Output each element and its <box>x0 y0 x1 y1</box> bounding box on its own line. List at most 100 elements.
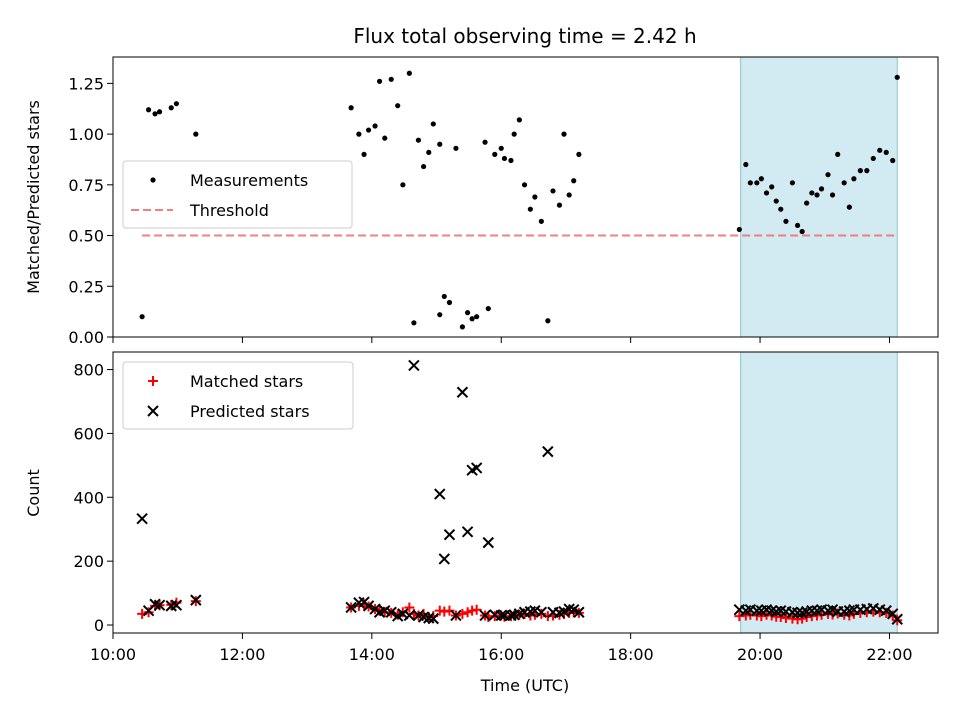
predicted-star-point <box>461 526 474 538</box>
predicted-star-point <box>427 612 440 625</box>
measurement-point <box>400 182 406 188</box>
measurement-point <box>193 131 199 137</box>
measurement-point <box>516 117 522 123</box>
measurement-point <box>894 74 900 80</box>
measurement-point <box>426 149 432 155</box>
measurement-point <box>736 226 742 233</box>
legend-predicted-marker <box>147 405 159 417</box>
matched-star-point <box>471 604 482 615</box>
measurement-point <box>877 147 883 153</box>
measurement-point <box>356 131 362 137</box>
bottom-panel: 0 200 400 600 800 10:00 12:00 14:00 16:00 18:00 20… <box>73 351 939 664</box>
top-legend <box>122 160 353 229</box>
top-y-tick-label: 0.25 <box>68 277 104 296</box>
predicted-star-point <box>153 599 166 611</box>
matched-star-point <box>143 607 154 618</box>
predicted-star-point <box>190 594 202 606</box>
x-tick-label: 22:00 <box>866 645 912 664</box>
measurement-point <box>778 206 784 212</box>
matched-star-point <box>444 605 455 616</box>
measurement-point <box>152 111 158 117</box>
measurement-point <box>406 70 412 76</box>
measurement-point <box>550 188 556 194</box>
predicted-star-point <box>136 512 148 525</box>
measurement-point <box>814 192 820 198</box>
bottom-y-tick-label: 400 <box>73 488 104 507</box>
top-panel: 0.00 0.25 0.50 0.75 1.00 1.25 Measurements Thre… <box>68 56 939 347</box>
measurement-point <box>469 316 475 322</box>
measurement-point <box>482 139 488 145</box>
measurement-point <box>556 202 563 208</box>
measurement-point <box>809 190 815 196</box>
predicted-star-point <box>505 609 517 622</box>
measurement-point <box>794 222 801 229</box>
measurement-point <box>846 204 852 210</box>
measurement-point <box>376 78 383 84</box>
x-tick-label: 16:00 <box>478 645 524 664</box>
measurement-point <box>571 178 577 184</box>
predicted-star-point <box>403 609 416 622</box>
measurement-point <box>521 182 528 188</box>
predicted-star-point <box>542 445 554 458</box>
measurement-point <box>769 184 775 190</box>
measurement-point <box>527 206 533 212</box>
measurement-point <box>545 318 551 324</box>
predicted-star-point <box>806 604 818 617</box>
matched-star-point <box>404 602 415 613</box>
measurement-point <box>511 131 517 137</box>
bottom-axes-frame <box>112 351 939 634</box>
predicted-star-point <box>345 601 357 614</box>
bottom-y-tick-label: 600 <box>73 424 104 443</box>
measurement-point <box>372 123 378 129</box>
measurement-point <box>411 320 417 326</box>
measurement-point <box>754 180 760 186</box>
measurement-point <box>890 157 896 164</box>
bottom-y-tick-label: 200 <box>73 552 104 571</box>
predicted-star-point <box>751 604 763 617</box>
measurement-point <box>361 151 367 157</box>
measurement-point <box>829 192 836 198</box>
measurement-point <box>459 324 466 330</box>
measurement-point <box>395 103 401 109</box>
legend-entry-label: Threshold <box>189 201 269 220</box>
measurement-point <box>430 121 436 127</box>
predicted-star-point <box>362 600 375 612</box>
predicted-star-point <box>170 599 183 611</box>
measurement-point <box>743 161 749 168</box>
measurement-point <box>485 305 491 312</box>
measurement-point <box>437 141 443 147</box>
measurement-point <box>799 228 805 235</box>
measurement-point <box>758 176 764 182</box>
predicted-star-point <box>880 604 892 617</box>
predicted-star-point <box>791 607 804 619</box>
measurement-point <box>415 137 422 143</box>
top-y-tick-label: 1.00 <box>68 125 104 144</box>
measurement-point <box>818 186 825 192</box>
bottom-y-tick-label: 0 <box>94 616 104 635</box>
predicted-star-point <box>438 553 451 565</box>
top-y-tick-label: 1.25 <box>68 74 104 93</box>
predicted-star-point <box>482 536 495 549</box>
top-y-tick-label: 0.00 <box>68 328 104 347</box>
measurement-point <box>747 180 753 186</box>
bottom-legend <box>122 361 354 430</box>
measurement-point <box>156 109 163 115</box>
measurement-point <box>474 314 480 320</box>
top-axes-frame <box>112 56 939 338</box>
matched-star-point <box>457 608 468 619</box>
predicted-star-point <box>479 609 491 622</box>
measurement-point <box>348 105 354 111</box>
measurement-point <box>382 135 388 141</box>
measurement-point <box>168 105 174 111</box>
bottom-highlight-span <box>740 351 898 634</box>
predicted-star-point <box>408 359 420 372</box>
measurement-point <box>492 151 498 157</box>
measurement-point <box>783 218 789 224</box>
measurement-point <box>773 198 779 204</box>
measurement-point <box>437 312 443 318</box>
bottom-y-tick-label: 800 <box>73 361 104 380</box>
measurement-point <box>464 310 471 316</box>
x-tick-label: 10:00 <box>90 645 136 664</box>
measurement-point <box>508 157 514 164</box>
